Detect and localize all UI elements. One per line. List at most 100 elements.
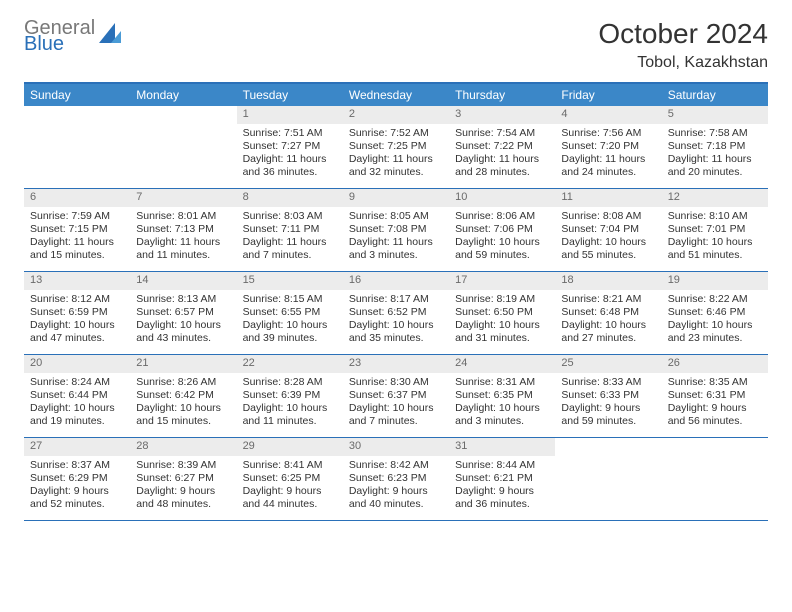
day-cell: 6Sunrise: 7:59 AMSunset: 7:15 PMDaylight… bbox=[24, 189, 130, 271]
day-body: Sunrise: 8:10 AMSunset: 7:01 PMDaylight:… bbox=[662, 207, 768, 267]
day-body: Sunrise: 8:24 AMSunset: 6:44 PMDaylight:… bbox=[24, 373, 130, 433]
sunset-text: Sunset: 7:06 PM bbox=[455, 223, 549, 236]
day-cell: 26Sunrise: 8:35 AMSunset: 6:31 PMDayligh… bbox=[662, 355, 768, 437]
day-cell: 23Sunrise: 8:30 AMSunset: 6:37 PMDayligh… bbox=[343, 355, 449, 437]
day-cell: 3Sunrise: 7:54 AMSunset: 7:22 PMDaylight… bbox=[449, 106, 555, 188]
daylight-text: Daylight: 10 hours and 51 minutes. bbox=[668, 236, 762, 262]
day-body: Sunrise: 8:03 AMSunset: 7:11 PMDaylight:… bbox=[237, 207, 343, 267]
day-cell: 25Sunrise: 8:33 AMSunset: 6:33 PMDayligh… bbox=[555, 355, 661, 437]
day-number: 13 bbox=[24, 272, 130, 290]
day-body: Sunrise: 7:59 AMSunset: 7:15 PMDaylight:… bbox=[24, 207, 130, 267]
week-row: 13Sunrise: 8:12 AMSunset: 6:59 PMDayligh… bbox=[24, 272, 768, 355]
day-header: Saturday bbox=[662, 84, 768, 106]
day-header: Wednesday bbox=[343, 84, 449, 106]
day-cell: 10Sunrise: 8:06 AMSunset: 7:06 PMDayligh… bbox=[449, 189, 555, 271]
sunset-text: Sunset: 6:57 PM bbox=[136, 306, 230, 319]
sunset-text: Sunset: 7:04 PM bbox=[561, 223, 655, 236]
daylight-text: Daylight: 11 hours and 36 minutes. bbox=[243, 153, 337, 179]
day-number: 29 bbox=[237, 438, 343, 456]
day-body: Sunrise: 8:28 AMSunset: 6:39 PMDaylight:… bbox=[237, 373, 343, 433]
day-cell: 19Sunrise: 8:22 AMSunset: 6:46 PMDayligh… bbox=[662, 272, 768, 354]
sunrise-text: Sunrise: 8:19 AM bbox=[455, 293, 549, 306]
day-cell: 20Sunrise: 8:24 AMSunset: 6:44 PMDayligh… bbox=[24, 355, 130, 437]
sunrise-text: Sunrise: 7:54 AM bbox=[455, 127, 549, 140]
daylight-text: Daylight: 11 hours and 20 minutes. bbox=[668, 153, 762, 179]
day-number: 12 bbox=[662, 189, 768, 207]
sunset-text: Sunset: 6:39 PM bbox=[243, 389, 337, 402]
day-body: Sunrise: 8:33 AMSunset: 6:33 PMDaylight:… bbox=[555, 373, 661, 433]
sunset-text: Sunset: 7:15 PM bbox=[30, 223, 124, 236]
day-body: Sunrise: 8:13 AMSunset: 6:57 PMDaylight:… bbox=[130, 290, 236, 350]
day-number: 5 bbox=[662, 106, 768, 124]
day-body: Sunrise: 7:54 AMSunset: 7:22 PMDaylight:… bbox=[449, 124, 555, 184]
day-body: Sunrise: 7:52 AMSunset: 7:25 PMDaylight:… bbox=[343, 124, 449, 184]
sunset-text: Sunset: 6:52 PM bbox=[349, 306, 443, 319]
daylight-text: Daylight: 11 hours and 11 minutes. bbox=[136, 236, 230, 262]
day-number: 18 bbox=[555, 272, 661, 290]
day-number: 3 bbox=[449, 106, 555, 124]
daylight-text: Daylight: 10 hours and 27 minutes. bbox=[561, 319, 655, 345]
sunset-text: Sunset: 6:23 PM bbox=[349, 472, 443, 485]
day-cell: 22Sunrise: 8:28 AMSunset: 6:39 PMDayligh… bbox=[237, 355, 343, 437]
sunrise-text: Sunrise: 8:08 AM bbox=[561, 210, 655, 223]
sunrise-text: Sunrise: 7:56 AM bbox=[561, 127, 655, 140]
sunset-text: Sunset: 6:59 PM bbox=[30, 306, 124, 319]
day-body: Sunrise: 8:35 AMSunset: 6:31 PMDaylight:… bbox=[662, 373, 768, 433]
day-cell: . bbox=[24, 106, 130, 188]
day-number: 15 bbox=[237, 272, 343, 290]
day-number: 20 bbox=[24, 355, 130, 373]
sunset-text: Sunset: 6:21 PM bbox=[455, 472, 549, 485]
day-body: Sunrise: 8:05 AMSunset: 7:08 PMDaylight:… bbox=[343, 207, 449, 267]
sunset-text: Sunset: 6:37 PM bbox=[349, 389, 443, 402]
sunrise-text: Sunrise: 8:39 AM bbox=[136, 459, 230, 472]
sunrise-text: Sunrise: 8:15 AM bbox=[243, 293, 337, 306]
day-cell: 12Sunrise: 8:10 AMSunset: 7:01 PMDayligh… bbox=[662, 189, 768, 271]
calendar: Sunday Monday Tuesday Wednesday Thursday… bbox=[24, 82, 768, 521]
sunrise-text: Sunrise: 8:33 AM bbox=[561, 376, 655, 389]
sunset-text: Sunset: 6:48 PM bbox=[561, 306, 655, 319]
sunrise-text: Sunrise: 8:41 AM bbox=[243, 459, 337, 472]
sunrise-text: Sunrise: 8:24 AM bbox=[30, 376, 124, 389]
day-body: Sunrise: 7:56 AMSunset: 7:20 PMDaylight:… bbox=[555, 124, 661, 184]
day-cell: 7Sunrise: 8:01 AMSunset: 7:13 PMDaylight… bbox=[130, 189, 236, 271]
daylight-text: Daylight: 10 hours and 47 minutes. bbox=[30, 319, 124, 345]
day-body: Sunrise: 8:01 AMSunset: 7:13 PMDaylight:… bbox=[130, 207, 236, 267]
sunrise-text: Sunrise: 7:58 AM bbox=[668, 127, 762, 140]
day-body: Sunrise: 8:12 AMSunset: 6:59 PMDaylight:… bbox=[24, 290, 130, 350]
day-header: Monday bbox=[130, 84, 236, 106]
sunset-text: Sunset: 6:50 PM bbox=[455, 306, 549, 319]
day-body: Sunrise: 8:26 AMSunset: 6:42 PMDaylight:… bbox=[130, 373, 236, 433]
sunset-text: Sunset: 6:33 PM bbox=[561, 389, 655, 402]
daylight-text: Daylight: 10 hours and 43 minutes. bbox=[136, 319, 230, 345]
sunrise-text: Sunrise: 8:06 AM bbox=[455, 210, 549, 223]
daylight-text: Daylight: 9 hours and 44 minutes. bbox=[243, 485, 337, 511]
day-body: Sunrise: 8:44 AMSunset: 6:21 PMDaylight:… bbox=[449, 456, 555, 516]
daylight-text: Daylight: 10 hours and 15 minutes. bbox=[136, 402, 230, 428]
day-number: 2 bbox=[343, 106, 449, 124]
sunset-text: Sunset: 6:25 PM bbox=[243, 472, 337, 485]
sunset-text: Sunset: 7:25 PM bbox=[349, 140, 443, 153]
day-cell: 1Sunrise: 7:51 AMSunset: 7:27 PMDaylight… bbox=[237, 106, 343, 188]
sunset-text: Sunset: 6:35 PM bbox=[455, 389, 549, 402]
daylight-text: Daylight: 9 hours and 56 minutes. bbox=[668, 402, 762, 428]
day-body: Sunrise: 8:19 AMSunset: 6:50 PMDaylight:… bbox=[449, 290, 555, 350]
day-cell: 16Sunrise: 8:17 AMSunset: 6:52 PMDayligh… bbox=[343, 272, 449, 354]
logo-sail-icon bbox=[97, 21, 123, 51]
sunrise-text: Sunrise: 8:12 AM bbox=[30, 293, 124, 306]
daylight-text: Daylight: 10 hours and 23 minutes. bbox=[668, 319, 762, 345]
sunset-text: Sunset: 7:11 PM bbox=[243, 223, 337, 236]
location: Tobol, Kazakhstan bbox=[598, 54, 768, 72]
day-number: 22 bbox=[237, 355, 343, 373]
day-number: 8 bbox=[237, 189, 343, 207]
day-body: Sunrise: 8:30 AMSunset: 6:37 PMDaylight:… bbox=[343, 373, 449, 433]
daylight-text: Daylight: 9 hours and 36 minutes. bbox=[455, 485, 549, 511]
day-number: 11 bbox=[555, 189, 661, 207]
day-header: Tuesday bbox=[237, 84, 343, 106]
sunset-text: Sunset: 6:55 PM bbox=[243, 306, 337, 319]
day-cell: 13Sunrise: 8:12 AMSunset: 6:59 PMDayligh… bbox=[24, 272, 130, 354]
day-number: 14 bbox=[130, 272, 236, 290]
day-number: 9 bbox=[343, 189, 449, 207]
sunrise-text: Sunrise: 8:01 AM bbox=[136, 210, 230, 223]
daylight-text: Daylight: 11 hours and 28 minutes. bbox=[455, 153, 549, 179]
daylight-text: Daylight: 9 hours and 48 minutes. bbox=[136, 485, 230, 511]
